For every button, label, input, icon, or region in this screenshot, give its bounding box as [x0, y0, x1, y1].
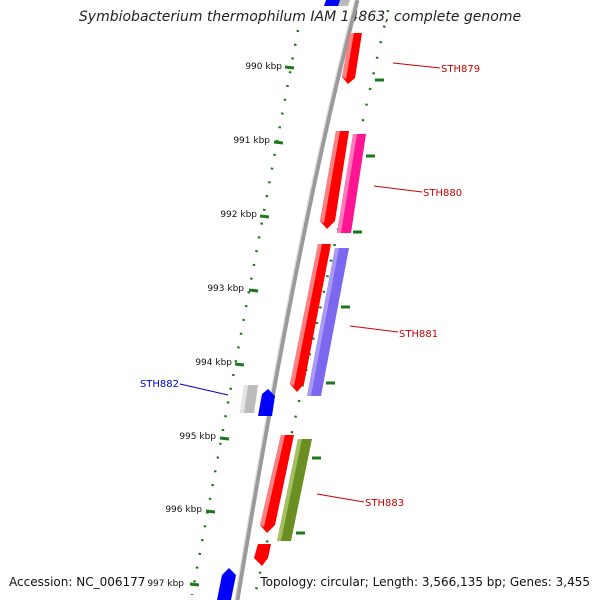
gene-sth881-red[interactable]: [290, 244, 331, 392]
map-title: Symbiobacterium thermophilum IAM 14863, …: [78, 9, 522, 25]
tick-mark: [259, 214, 270, 219]
gene-sth880-red[interactable]: [320, 131, 349, 229]
gene-label-sth883[interactable]: STH883: [365, 498, 404, 509]
topology-text: Topology: circular; Length: 3,566,135 bp…: [260, 575, 590, 589]
track-tick-marks: [296, 78, 384, 535]
gene-shade: [260, 435, 285, 527]
gene-blue-bottom[interactable]: [217, 568, 236, 600]
accession-text: Accession: NC_006177: [9, 575, 146, 589]
tick-label: 995 kbp: [179, 432, 216, 442]
scale-tick-labels: 990 kbp 991 kbp 992 kbp 993 kbp 994 kbp …: [147, 62, 282, 589]
gene-shade: [320, 131, 340, 223]
gene-label-sth881[interactable]: STH881: [399, 329, 438, 340]
scale-tick-marks: [189, 65, 295, 587]
tick-label: 994 kbp: [195, 358, 232, 368]
gene-shade: [307, 248, 339, 396]
genome-backbone-highlight: [234, 0, 356, 600]
gene-leader-lines: [179, 62, 441, 503]
tick-label: 990 kbp: [245, 62, 282, 72]
tick-mark: [234, 362, 245, 367]
tick-mark: [189, 582, 200, 587]
gene-labels: STH879 STH880 STH881 STH882 STH883: [140, 64, 480, 509]
gene-shade: [277, 439, 302, 541]
gene-label-sth882[interactable]: STH882: [140, 379, 179, 390]
gene-red-bottom[interactable]: [254, 544, 271, 566]
leader-sth880: [373, 185, 423, 193]
genome-backbone: [234, 0, 360, 600]
gene-blue-top[interactable]: [324, 0, 340, 6]
tick-label: 992 kbp: [220, 210, 257, 220]
gene-label-sth880[interactable]: STH880: [423, 188, 462, 199]
leader-sth883: [316, 493, 365, 503]
leader-sth882: [179, 383, 229, 396]
tick-label: 996 kbp: [165, 505, 202, 515]
tick-mark: [273, 140, 284, 145]
tick-mark: [219, 436, 230, 441]
gene-sth882-blue[interactable]: [258, 389, 275, 416]
gene-shade: [337, 134, 357, 233]
gene-shade: [240, 385, 248, 413]
gene-features: [217, 0, 366, 600]
tick-label: 993 kbp: [207, 284, 244, 294]
leader-sth881: [349, 325, 399, 333]
tick-mark: [248, 288, 259, 293]
tick-label: 997 kbp: [147, 579, 184, 589]
tick-mark: [205, 509, 216, 514]
gene-sth883-red[interactable]: [260, 435, 294, 533]
tick-mark: [284, 65, 295, 70]
leader-sth879: [392, 62, 441, 69]
gene-shade: [290, 244, 322, 386]
gene-shade: [342, 33, 354, 79]
gene-label-sth879[interactable]: STH879: [441, 64, 480, 75]
tick-label: 991 kbp: [233, 136, 270, 146]
